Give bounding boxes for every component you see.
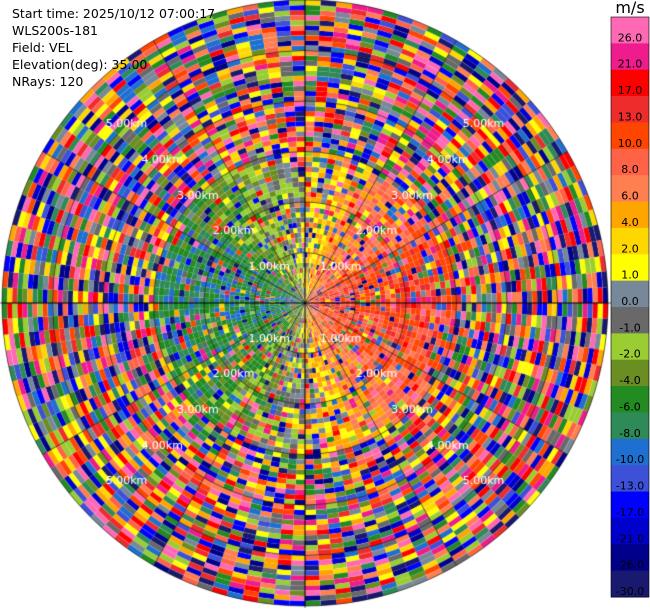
start-time-text: Start time: 2025/10/12 07:00:17 bbox=[12, 6, 216, 21]
scan-info: Start time: 2025/10/12 07:00:17 WLS200s-… bbox=[12, 5, 215, 90]
elevation-text: Elevation(deg): 35.00 bbox=[12, 57, 148, 72]
colorbar-unit-label: m/s bbox=[615, 0, 645, 17]
instrument-name-text: WLS200s-181 bbox=[12, 23, 98, 38]
nrays-text: NRays: 120 bbox=[12, 74, 84, 89]
field-text: Field: VEL bbox=[12, 40, 73, 55]
